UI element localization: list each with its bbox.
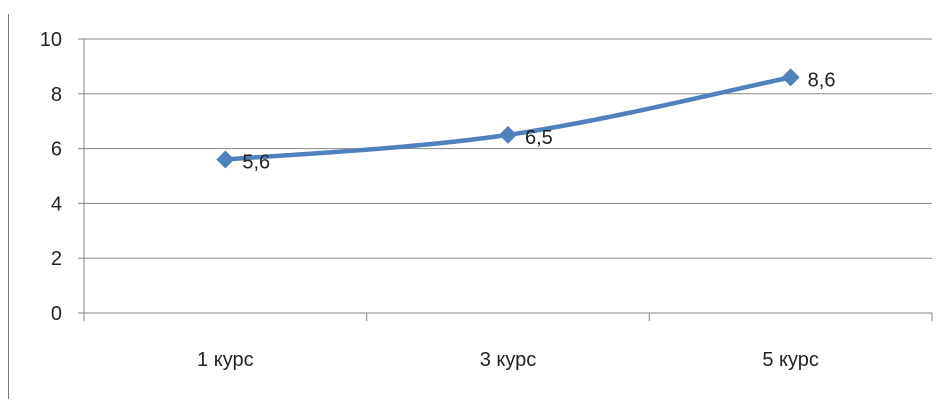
- data-point-marker: [216, 150, 235, 169]
- y-tick-label: 4: [51, 193, 62, 215]
- axes: [78, 38, 933, 321]
- gridlines: [84, 38, 932, 259]
- data-point-marker: [499, 125, 517, 144]
- y-tick-label: 10: [40, 29, 62, 51]
- x-tick-label: 1 курс: [197, 349, 254, 371]
- y-tick-label: 6: [51, 139, 62, 161]
- chart-frame: [8, 14, 942, 399]
- y-tick-labels: 0 2 4 6 8 10: [40, 29, 62, 325]
- data-label: 6,5: [525, 127, 553, 149]
- y-tick-label: 2: [51, 248, 62, 270]
- series-line: [223, 75, 793, 162]
- y-tick-label: 8: [51, 84, 62, 106]
- x-tick-label: 5 курс: [762, 349, 819, 371]
- y-tick-label: 0: [51, 303, 62, 325]
- data-label: 5,6: [242, 152, 270, 174]
- data-label: 8,6: [808, 69, 836, 91]
- x-tick-labels: 1 курс 3 курс 5 курс: [197, 349, 819, 371]
- data-labels: 5,6 6,5 8,6: [242, 69, 835, 173]
- series: [216, 68, 800, 169]
- data-point-marker: [781, 68, 800, 87]
- x-tick-label: 3 курс: [480, 349, 537, 371]
